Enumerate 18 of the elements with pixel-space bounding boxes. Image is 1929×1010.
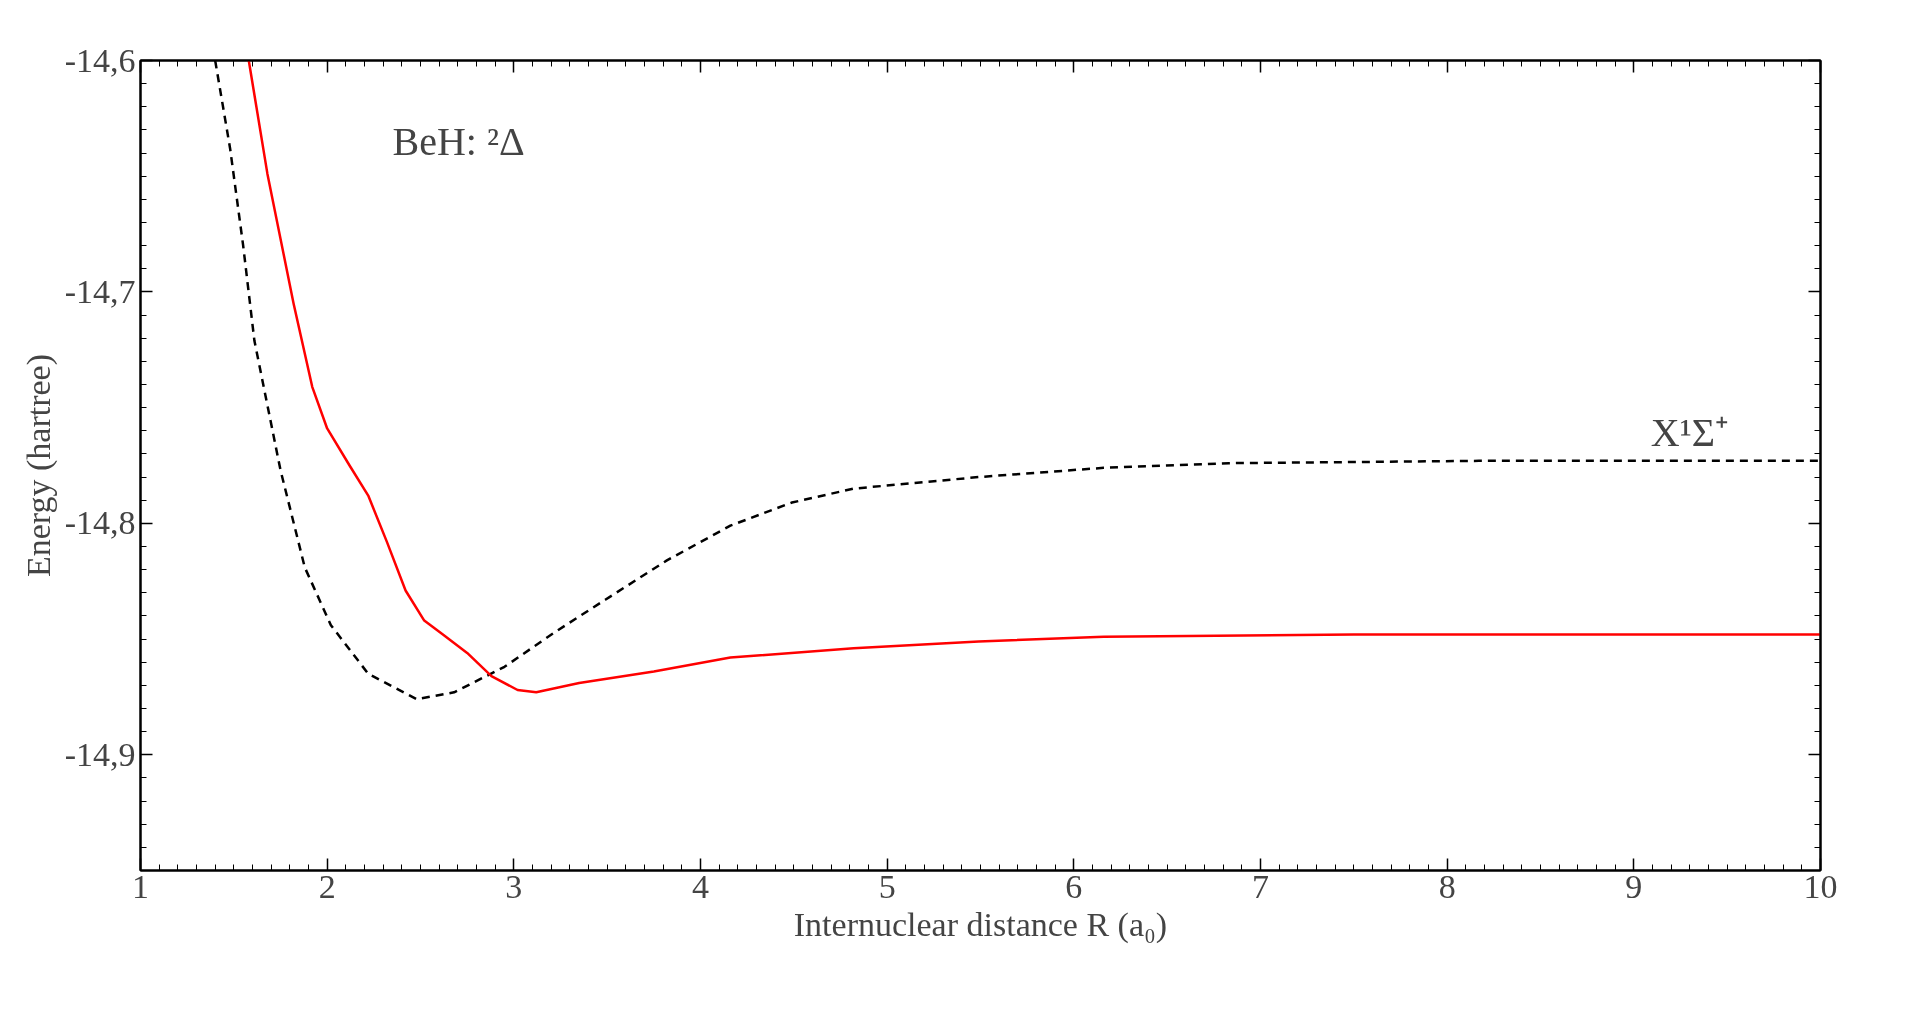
x-tick-label: 6 — [1065, 867, 1083, 905]
y-tick-label: -14,6 — [64, 41, 136, 79]
x-tick-label: 2 — [318, 867, 336, 905]
x-tick-label: 5 — [878, 867, 896, 905]
x-axis-title: Internuclear distance R (a₀) — [793, 905, 1168, 944]
y-tick-label: -14,7 — [64, 272, 136, 310]
x-tick-label: 4 — [692, 867, 709, 905]
y-tick-label: -14,8 — [64, 504, 136, 542]
x-tick-label: 8 — [1438, 867, 1456, 905]
annotation: X¹Σ⁺ — [1650, 409, 1729, 455]
annotation: BeH: ²Δ — [392, 119, 525, 164]
x-tick-label: 3 — [505, 867, 523, 905]
y-tick-label: -14,9 — [64, 735, 136, 773]
x-tick-label: 1 — [132, 867, 149, 905]
x-tick-label: 7 — [1252, 867, 1269, 905]
y-axis-title: Energy (hartree) — [19, 353, 58, 578]
x-tick-label: 10 — [1803, 867, 1838, 905]
x-tick-label: 9 — [1625, 867, 1643, 905]
